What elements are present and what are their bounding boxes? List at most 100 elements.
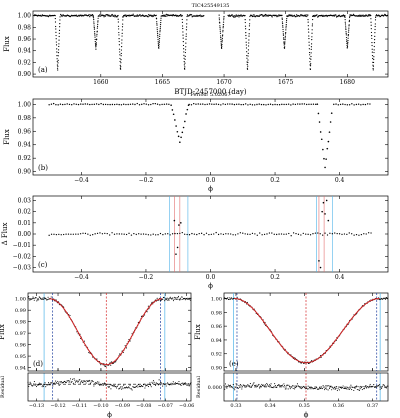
data-point bbox=[239, 15, 241, 17]
data-point bbox=[327, 140, 330, 143]
data-point bbox=[365, 233, 367, 235]
residual-point bbox=[30, 382, 32, 384]
data-point bbox=[140, 316, 143, 318]
data-point bbox=[79, 233, 82, 235]
data-point bbox=[355, 103, 358, 106]
data-point bbox=[348, 104, 351, 106]
panel-label: (d) bbox=[33, 360, 43, 368]
data-point bbox=[240, 103, 242, 106]
data-point bbox=[284, 37, 286, 39]
data-point bbox=[245, 34, 247, 37]
residual-point bbox=[28, 385, 30, 387]
data-point bbox=[219, 28, 221, 30]
data-point bbox=[325, 199, 328, 202]
data-point bbox=[75, 14, 77, 16]
residual-point bbox=[190, 382, 192, 384]
residual-point bbox=[158, 379, 160, 381]
residual-point bbox=[48, 382, 50, 384]
data-point bbox=[162, 234, 164, 236]
residual-point bbox=[109, 384, 111, 386]
data-point bbox=[160, 22, 162, 24]
data-point bbox=[375, 15, 377, 17]
data-point bbox=[36, 299, 38, 301]
data-point bbox=[315, 103, 317, 106]
data-point bbox=[96, 27, 98, 29]
data-point bbox=[222, 103, 224, 105]
data-point bbox=[223, 17, 225, 19]
residual-point bbox=[368, 385, 371, 387]
data-point bbox=[313, 15, 315, 18]
residual-point bbox=[240, 384, 242, 386]
data-point bbox=[344, 103, 346, 106]
data-point bbox=[93, 31, 96, 33]
residual-point bbox=[373, 384, 375, 386]
data-point bbox=[208, 103, 211, 105]
data-point bbox=[156, 31, 159, 33]
data-point bbox=[118, 44, 120, 46]
data-point bbox=[270, 15, 273, 17]
data-point bbox=[171, 233, 174, 235]
residual-point bbox=[348, 387, 350, 389]
data-point bbox=[181, 296, 183, 298]
data-point bbox=[215, 103, 218, 105]
data-point bbox=[120, 62, 122, 64]
x-tick-label: −0.2 bbox=[139, 177, 154, 184]
data-point bbox=[125, 15, 128, 18]
data-point bbox=[311, 36, 313, 38]
residual-point bbox=[70, 381, 72, 383]
residual-point bbox=[123, 384, 125, 386]
residual-point bbox=[253, 382, 255, 384]
residual-point bbox=[146, 385, 148, 387]
data-point bbox=[113, 14, 115, 16]
data-point bbox=[56, 55, 58, 57]
data-point bbox=[61, 103, 64, 106]
data-point bbox=[352, 13, 355, 16]
data-point bbox=[261, 14, 263, 16]
residual-point bbox=[238, 384, 240, 387]
data-point bbox=[63, 233, 65, 236]
residual-point bbox=[181, 382, 184, 384]
data-point bbox=[88, 352, 90, 354]
data-point bbox=[386, 297, 388, 299]
y-tick-label: 0.94 bbox=[18, 48, 32, 55]
data-point bbox=[265, 15, 267, 17]
data-point bbox=[370, 232, 372, 234]
data-point bbox=[222, 233, 225, 236]
data-point bbox=[121, 42, 123, 44]
residual-point bbox=[356, 388, 358, 391]
data-point bbox=[136, 102, 138, 105]
data-point bbox=[112, 15, 115, 17]
data-point bbox=[345, 25, 347, 27]
residual-point bbox=[386, 387, 388, 389]
data-point bbox=[364, 103, 367, 106]
residual-point bbox=[32, 385, 34, 387]
residual-point bbox=[162, 385, 164, 387]
data-point bbox=[305, 14, 307, 16]
data-point bbox=[121, 39, 123, 41]
data-point bbox=[345, 31, 347, 33]
data-point bbox=[333, 15, 336, 17]
data-point bbox=[381, 297, 383, 299]
x-axis-label: BTJD-2457000 (day) bbox=[174, 88, 246, 96]
x-tick-label: −0.12 bbox=[50, 403, 65, 409]
data-point bbox=[370, 18, 372, 20]
residual-point bbox=[373, 386, 376, 388]
data-point bbox=[86, 103, 89, 105]
data-point bbox=[55, 25, 57, 28]
residual-point bbox=[140, 384, 142, 387]
data-point bbox=[312, 15, 314, 18]
residual-point bbox=[357, 386, 359, 388]
data-point bbox=[203, 234, 205, 236]
residual-point bbox=[157, 384, 159, 386]
y-axis-label: Flux bbox=[0, 324, 6, 340]
data-point bbox=[311, 25, 313, 27]
data-point bbox=[35, 297, 37, 299]
data-point bbox=[283, 37, 285, 39]
data-point bbox=[52, 102, 55, 105]
data-point bbox=[347, 37, 349, 39]
residual-point bbox=[361, 388, 363, 391]
data-point bbox=[118, 31, 120, 34]
residual-point bbox=[235, 383, 237, 385]
residual-point bbox=[325, 384, 327, 387]
y-tick-label: 0.92 bbox=[211, 352, 222, 358]
